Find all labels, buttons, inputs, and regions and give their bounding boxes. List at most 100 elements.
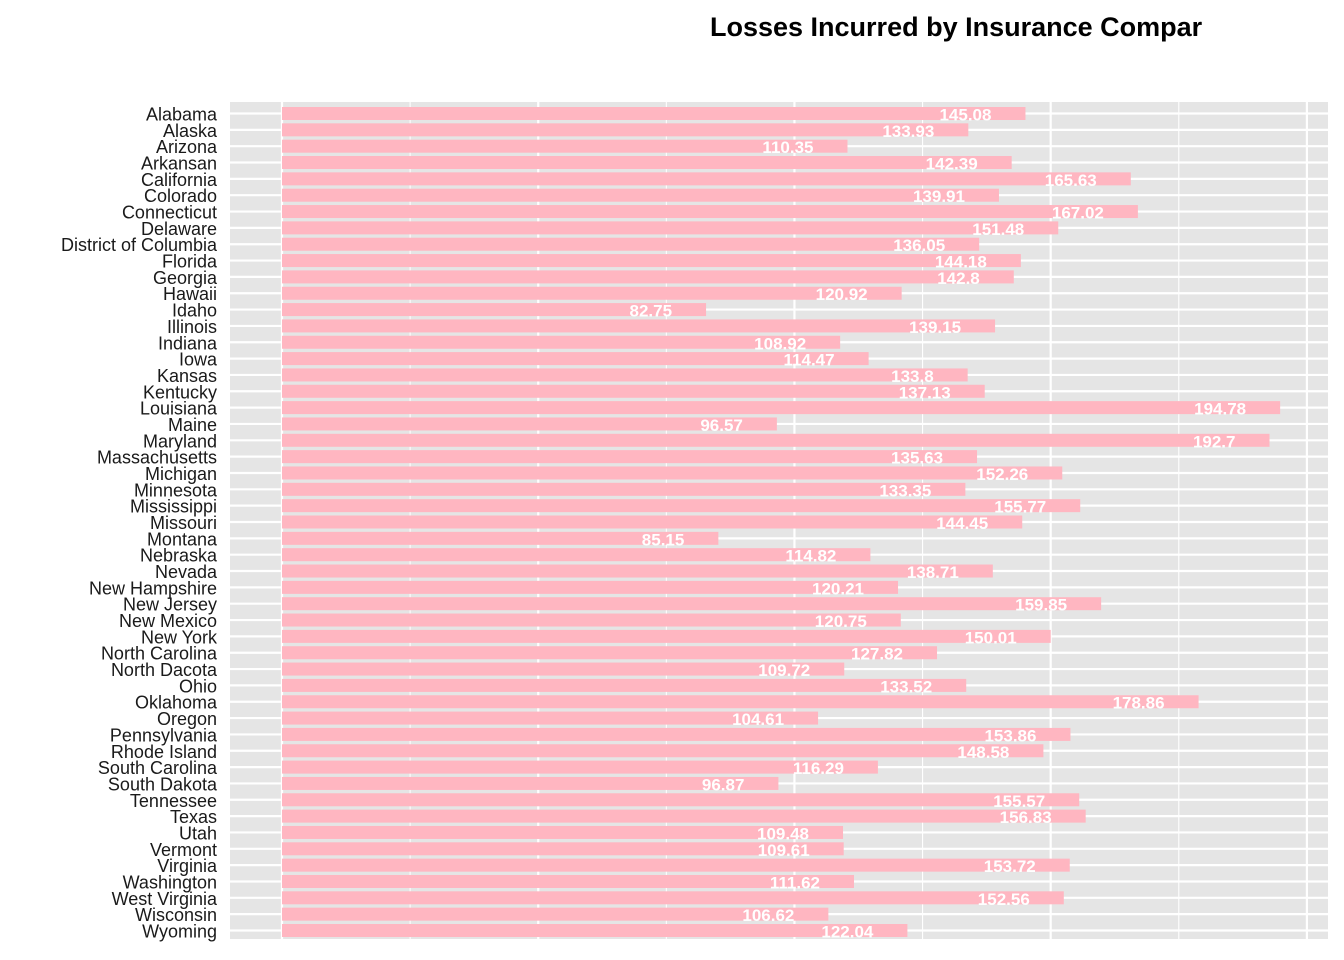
bar-illinois bbox=[282, 319, 996, 333]
category-label: Tennessee bbox=[130, 791, 217, 811]
category-label: Ohio bbox=[179, 676, 217, 696]
category-label: Massachusetts bbox=[97, 448, 217, 468]
category-label: South Dakota bbox=[108, 774, 218, 794]
bar-delaware bbox=[282, 221, 1059, 235]
category-label: New York bbox=[141, 627, 218, 647]
value-label: 150.01 bbox=[965, 628, 1017, 647]
category-label: Arkansan bbox=[141, 154, 217, 174]
value-label: 104.61 bbox=[732, 710, 784, 729]
value-label: 136.05 bbox=[893, 236, 945, 255]
value-label: 108.92 bbox=[754, 334, 806, 353]
value-label: 153.86 bbox=[984, 726, 1036, 745]
bar-oklahoma bbox=[282, 695, 1199, 709]
category-label: Missouri bbox=[150, 513, 217, 533]
category-label: Wisconsin bbox=[135, 905, 217, 925]
value-label: 148.58 bbox=[957, 743, 1009, 762]
value-label: 120.92 bbox=[816, 285, 868, 304]
bar-hawaii bbox=[282, 286, 902, 300]
bar-new-jersey bbox=[282, 597, 1102, 611]
bar-utah bbox=[282, 825, 844, 839]
bar-virginia bbox=[282, 858, 1070, 872]
value-label: 152.56 bbox=[978, 890, 1030, 909]
bar-north-carolina bbox=[282, 646, 938, 660]
bar-michigan bbox=[282, 466, 1063, 480]
bar-texas bbox=[282, 809, 1086, 823]
bar-indiana bbox=[282, 335, 841, 349]
chart-title: Losses Incurred by Insurance Compar bbox=[710, 12, 1203, 42]
bar-washington bbox=[282, 874, 854, 888]
value-label: 153.72 bbox=[984, 857, 1036, 876]
value-label: 142.8 bbox=[937, 269, 980, 288]
bar-pennsylvania bbox=[282, 727, 1071, 741]
value-label: 127.82 bbox=[851, 645, 903, 664]
value-label: 133.35 bbox=[879, 481, 931, 500]
category-label: Washington bbox=[123, 872, 217, 892]
bar-arkansan bbox=[282, 156, 1012, 170]
bar-iowa bbox=[282, 352, 869, 366]
value-label: 151.48 bbox=[972, 220, 1024, 239]
category-label: Arizona bbox=[156, 137, 218, 157]
value-label: 192.7 bbox=[1193, 432, 1236, 451]
category-label: New Hampshire bbox=[89, 578, 217, 598]
category-label: Florida bbox=[162, 252, 218, 272]
bar-south-dakota bbox=[282, 776, 779, 790]
bar-west-virginia bbox=[282, 891, 1064, 905]
category-label: Delaware bbox=[141, 219, 217, 239]
category-label: Colorado bbox=[144, 186, 217, 206]
category-label: Mississippi bbox=[130, 497, 217, 517]
category-label: West Virginia bbox=[112, 889, 218, 909]
value-label: 137.13 bbox=[899, 383, 951, 402]
bar-wyoming bbox=[282, 924, 908, 937]
bar-oregon bbox=[282, 711, 819, 725]
bar-rhode-island bbox=[282, 744, 1044, 758]
bar-missouri bbox=[282, 515, 1023, 529]
bar-kansas bbox=[282, 368, 968, 382]
value-label: 144.18 bbox=[935, 253, 987, 272]
category-label: Louisiana bbox=[140, 399, 218, 419]
value-label: 133.8 bbox=[891, 367, 934, 386]
bar-arizona bbox=[282, 139, 848, 153]
value-label: 96.57 bbox=[700, 416, 743, 435]
category-label: Nevada bbox=[155, 562, 218, 582]
value-label: 167.02 bbox=[1052, 204, 1104, 223]
value-label: 155.77 bbox=[994, 498, 1046, 517]
value-label: 139.15 bbox=[909, 318, 961, 337]
value-label: 120.21 bbox=[812, 579, 864, 598]
category-label: North Dacota bbox=[111, 660, 218, 680]
bar-montana bbox=[282, 531, 719, 545]
bar-massachusetts bbox=[282, 450, 978, 464]
bar-colorado bbox=[282, 188, 999, 202]
value-label: 145.08 bbox=[939, 106, 991, 125]
value-label: 165.63 bbox=[1045, 171, 1097, 190]
category-label: Illinois bbox=[167, 317, 217, 337]
category-label: Maine bbox=[168, 415, 217, 435]
value-label: 96.87 bbox=[702, 775, 745, 794]
bar-nevada bbox=[282, 564, 993, 578]
value-label: 135.63 bbox=[891, 449, 943, 468]
category-label: Alaska bbox=[163, 121, 218, 141]
category-label: Hawaii bbox=[163, 284, 217, 304]
value-label: 109.48 bbox=[757, 824, 809, 843]
value-label: 116.29 bbox=[793, 759, 844, 778]
category-label: Indiana bbox=[158, 333, 218, 353]
value-label: 122.04 bbox=[821, 923, 874, 942]
bar-connecticut bbox=[282, 205, 1138, 219]
bar-florida bbox=[282, 254, 1021, 268]
value-label: 114.47 bbox=[784, 351, 835, 370]
value-label: 156.83 bbox=[1000, 808, 1052, 827]
category-label: Oklahoma bbox=[135, 693, 218, 713]
value-label: 82.75 bbox=[630, 302, 673, 321]
value-label: 178.86 bbox=[1113, 694, 1165, 713]
bar-alaska bbox=[282, 123, 969, 137]
bar-maine bbox=[282, 417, 777, 431]
category-label: Alabama bbox=[146, 105, 218, 125]
bar-tennessee bbox=[282, 793, 1080, 807]
value-label: 109.61 bbox=[758, 841, 810, 860]
category-label: Iowa bbox=[179, 350, 218, 370]
bar-mississippi bbox=[282, 499, 1081, 513]
value-label: 133.93 bbox=[882, 122, 934, 141]
category-label: Wyoming bbox=[142, 922, 217, 942]
category-label: Vermont bbox=[150, 840, 217, 860]
bar-new-mexico bbox=[282, 613, 901, 627]
value-label: 114.82 bbox=[785, 547, 836, 566]
